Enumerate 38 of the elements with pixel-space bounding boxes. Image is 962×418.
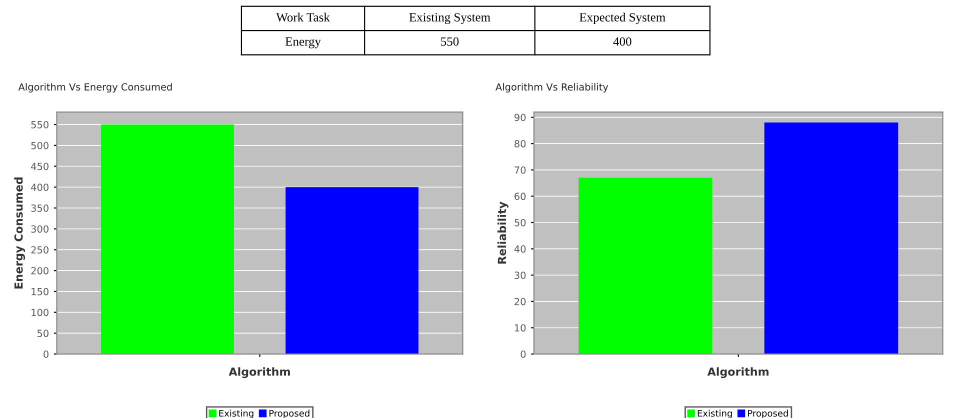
y-tick-label: 80 [514,140,526,148]
legend-label: Proposed [269,410,310,418]
y-tick-label: 200 [31,267,48,274]
chart-title: Algorithm Vs Reliability [496,83,608,92]
y-tick-label: 30 [514,272,526,279]
y-tick-label: 10 [514,324,526,332]
x-axis-title: Algorithm [707,367,768,378]
y-tick-label: 450 [31,162,48,170]
chart-title: Algorithm Vs Energy Consumed [18,83,172,92]
y-tick-label: 90 [514,114,526,122]
text: 550 [441,37,459,46]
text: Work Task [276,12,330,22]
text: Existing System [409,13,490,24]
y-tick-label: 50 [38,330,48,338]
y-tick-label: 50 [514,218,526,226]
y-tick-label: 0 [44,350,48,358]
y-tick-label: 250 [31,246,48,254]
y-tick-label: 100 [32,308,48,316]
text: 400 [613,37,632,46]
x-axis-title: Algorithm [228,367,290,378]
y-tick-label: 500 [31,142,48,150]
y-axis-title: Reliability [498,202,508,264]
y-axis-title: Energy Consumed [14,178,26,288]
legend-label: Existing [219,410,254,418]
y-tick-label: 60 [514,192,526,200]
legend-label: Proposed [748,410,788,418]
y-tick-label: 0 [520,350,526,358]
y-tick-label: 150 [32,288,48,296]
y-tick-label: 300 [31,225,48,233]
text: Energy [285,37,321,48]
y-tick-label: 70 [514,166,526,174]
text: Expected System [580,12,666,24]
y-tick-label: 40 [514,245,526,253]
y-tick-label: 550 [31,121,48,128]
y-tick-label: 350 [31,204,48,212]
y-tick-label: 400 [31,184,48,191]
y-tick-label: 20 [514,298,526,306]
legend-label: Existing [698,410,732,418]
